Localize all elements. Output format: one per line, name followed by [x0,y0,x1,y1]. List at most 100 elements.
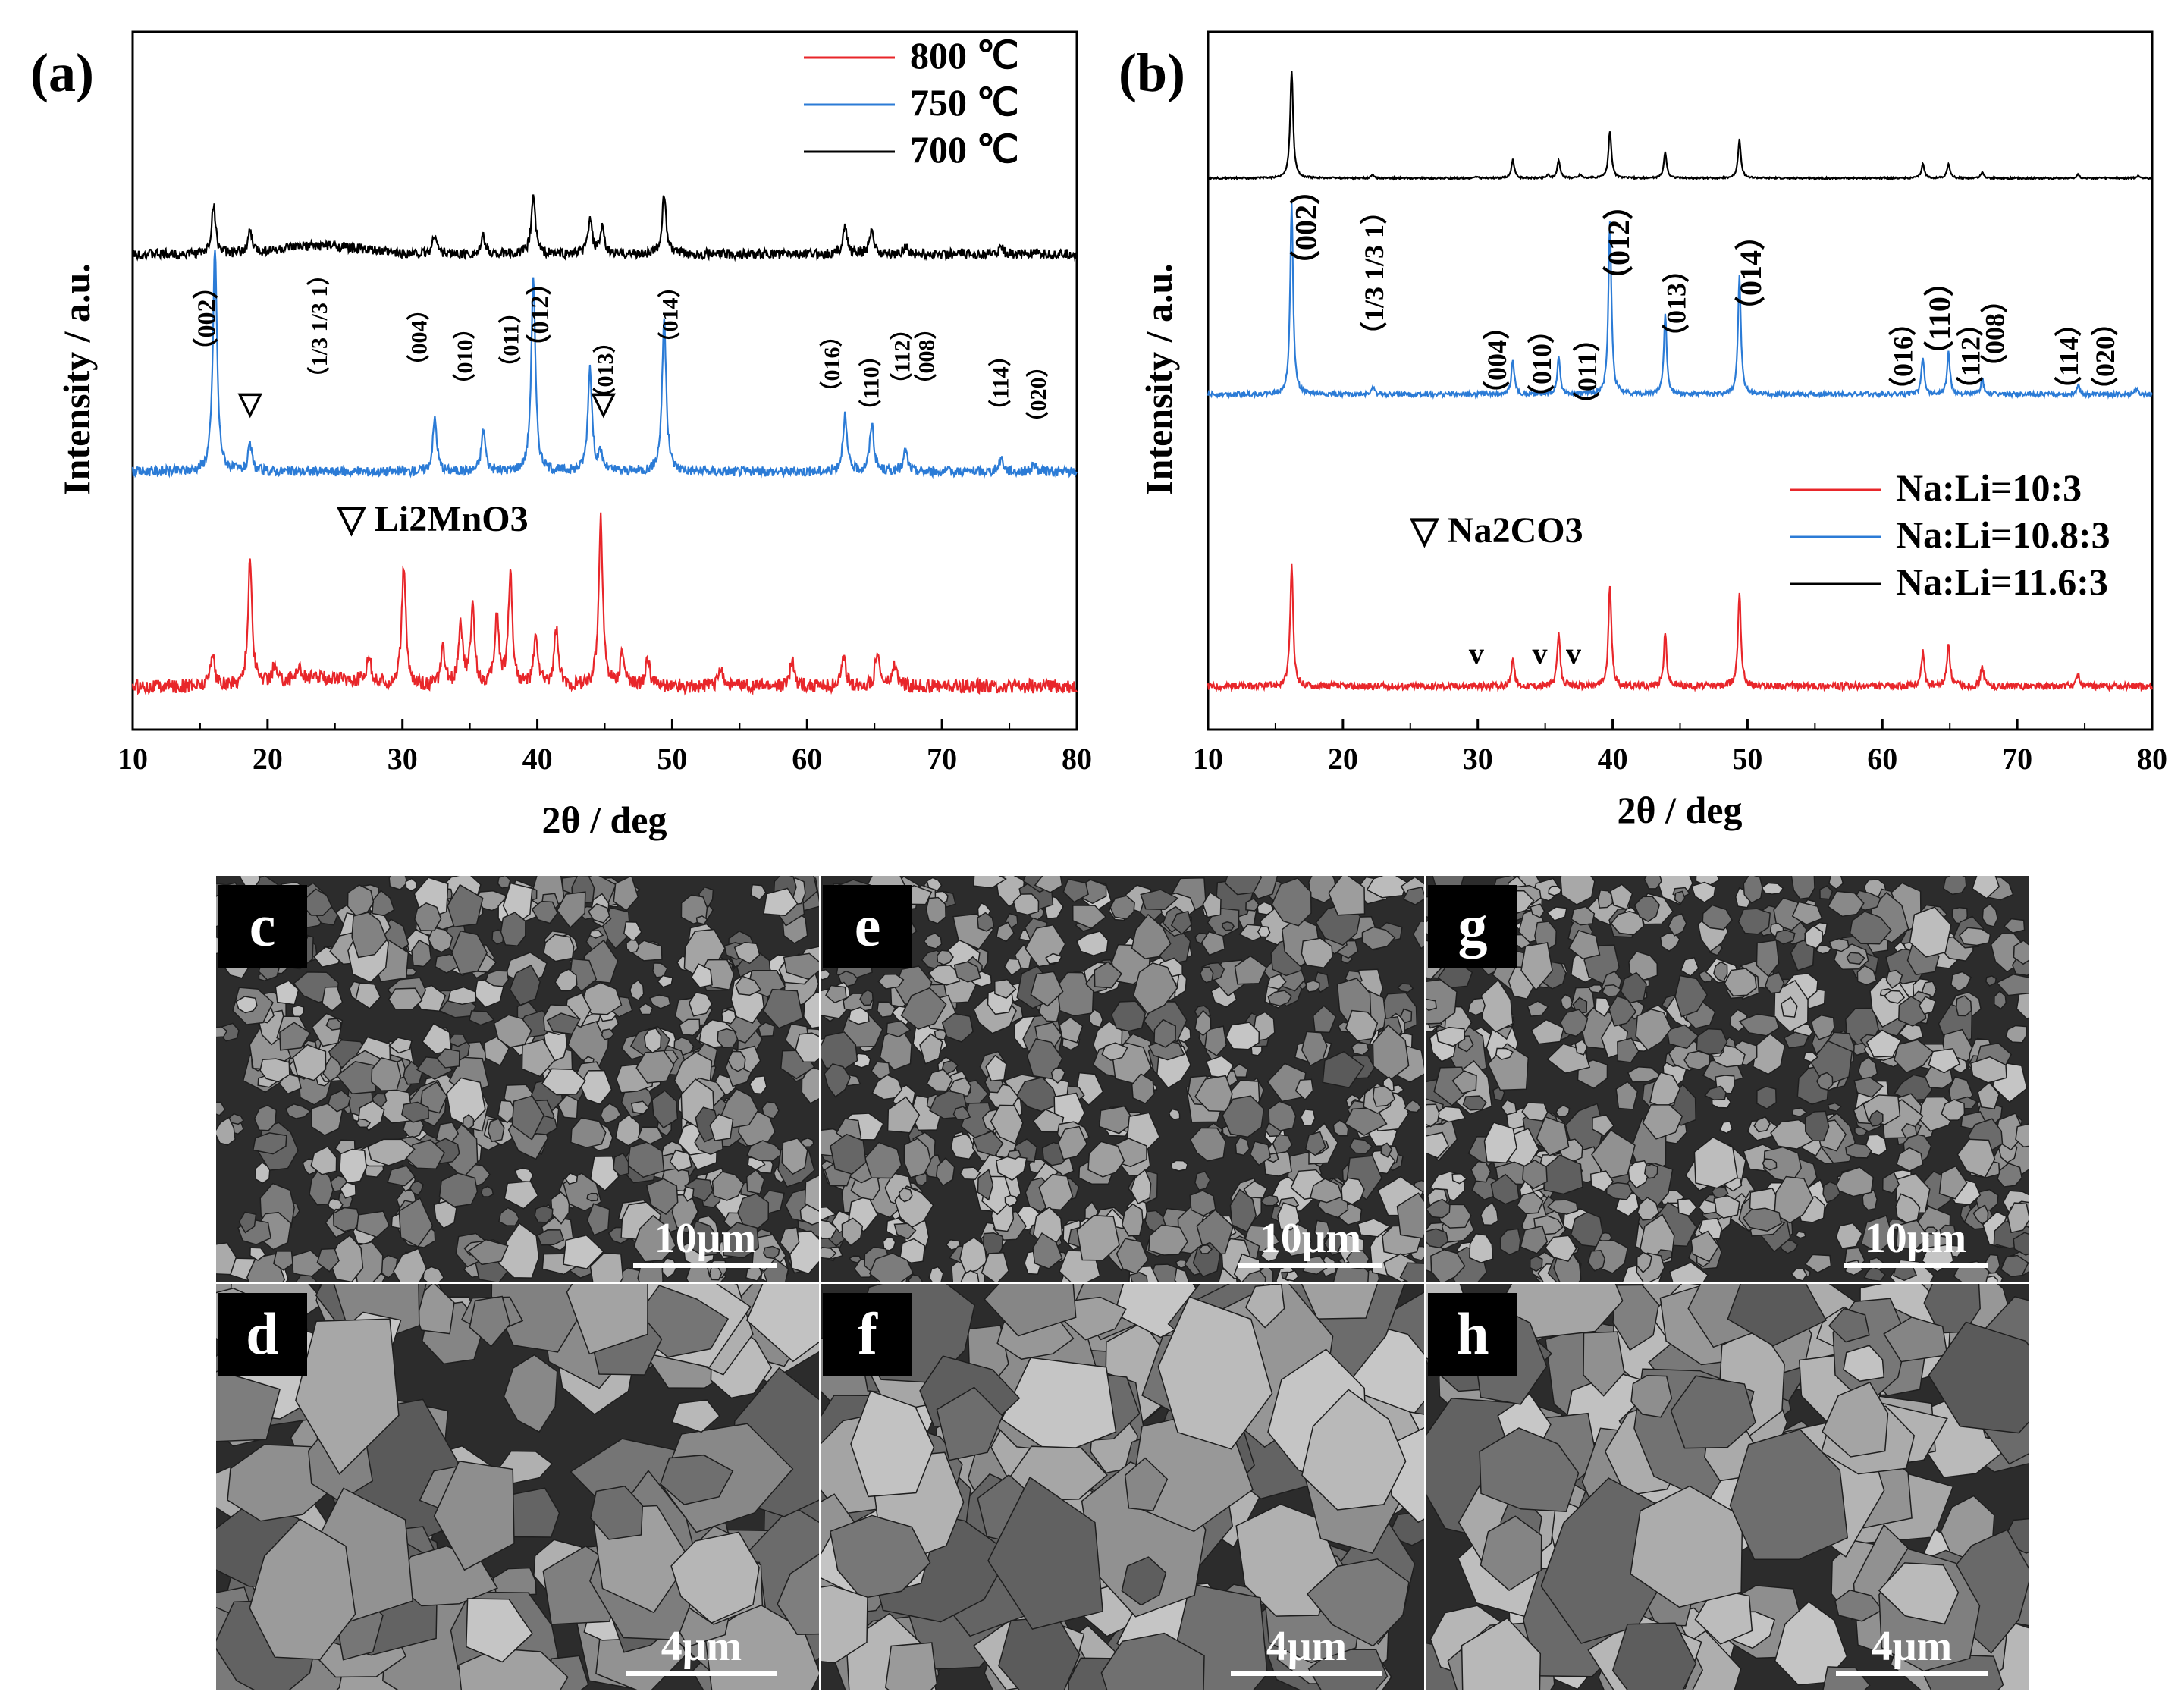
sem-particle [1300,1109,1316,1126]
hkl-label: （008） [1979,286,2010,381]
sem-particle [871,1074,903,1100]
sem-particle [253,1104,278,1131]
sem-particle [1615,1081,1639,1110]
sem-image-d: d 4μm [216,1284,819,1690]
sem-particle [633,1214,676,1263]
sem-particle [763,1245,780,1260]
sem-particle [1012,893,1040,916]
sem-particle [1756,1086,1777,1109]
sem-particle [405,877,417,892]
sem-particle [1804,1110,1830,1142]
sem-particle [1713,961,1728,983]
sem-particle [1827,1102,1842,1113]
sem-particle [1828,1307,1870,1343]
sem-particle [1997,1163,2023,1188]
sem-particle [1555,1104,1571,1118]
sem-letter-badge [1428,885,1517,968]
sem-particle [626,939,640,954]
sem-particle [1221,921,1235,931]
sem-particle [1702,904,1733,931]
sem-particle [316,1248,340,1273]
sem-particle [735,975,762,996]
sem-particle [322,986,344,1012]
sem-particle [275,980,300,1006]
sem-particle [469,1295,511,1348]
sem-particle [1032,1109,1065,1133]
sem-particle [1469,1232,1494,1263]
sem-particle [1643,876,1662,890]
sem-particle [2000,1254,2029,1278]
legend-entry: Na:Li=10:3 [1896,466,2082,509]
sem-particle [1399,1008,1413,1024]
sem-particle [1636,1197,1660,1221]
sem-particle [1996,974,2029,996]
sem-particle [1245,897,1260,912]
sem-particle [1038,1173,1074,1211]
sem-particle [1574,1039,1589,1056]
sem-particle [556,891,586,929]
sem-particle [804,1175,819,1212]
x-tick-label: 60 [792,742,822,776]
sem-particle [1332,1119,1349,1137]
sem-particle [1719,1120,1734,1135]
sem-letter-badge [823,1293,912,1376]
sem-particle [1630,1375,1673,1418]
sem-particle [1530,903,1545,918]
sem-particle [2003,918,2026,934]
sem-particle [1583,1331,1625,1397]
sem-particle [1994,990,2007,1010]
sem-particle [1843,1345,1885,1382]
sem-particle [903,1138,931,1178]
sem-particle [1432,1106,1466,1123]
sem-particle [1499,1228,1521,1256]
sem-particle [310,1145,337,1175]
x-tick-label: 40 [522,742,553,776]
sem-particle [554,968,578,992]
hkl-label: （1/3 1/3 1） [1359,197,1389,349]
sem-particle [1520,942,1553,991]
sem-particle [1479,1427,1580,1512]
panel-b-impurity-label: ▽ Na2CO3 [1409,510,1583,551]
sem-particle [1249,1141,1272,1166]
sem-particle [1644,1163,1658,1179]
sem-particle [996,921,1015,943]
sem-particle [1045,952,1063,965]
sem-letter-badge [218,885,307,968]
x-tick-label: 20 [1328,742,1358,776]
sem-particle [1804,1254,1832,1274]
sem-particle [781,1138,808,1175]
hkl-label: （014） [657,275,683,355]
sem-particle [1883,990,1906,1004]
hkl-label: （112） [890,317,915,395]
panel-b-label: (b) [1119,42,1185,103]
hkl-label: （114） [2054,309,2084,403]
sem-particle [1380,1142,1393,1158]
sem-particle [284,1103,312,1119]
x-tick-label: 50 [1732,742,1762,776]
sem-particle [393,1248,428,1282]
sem-particle [1617,1037,1640,1063]
sem-particle [1030,971,1064,1007]
sem-particle [447,986,477,1006]
scale-bar [1238,1263,1382,1268]
sem-particle [1294,1078,1314,1101]
sem-image-e: e 10μm [821,876,1424,1282]
scale-bar-label: 10μm [1865,1215,1966,1262]
sem-particle [466,1598,533,1663]
legend-entry: Na:Li=11.6:3 [1896,560,2108,603]
sem-particle [1919,996,1937,1015]
sem-particle [588,903,610,924]
sem-particle [868,1252,915,1282]
sem-particle [995,1155,1028,1182]
sem-particle [1026,1038,1063,1080]
sem-particle [884,1642,938,1690]
sem-particle [982,1232,1003,1259]
sem-particle [1898,1022,1924,1042]
sem-particle [1426,1198,1451,1219]
sem-particle [711,1171,745,1201]
hkl-label: （010） [1527,316,1557,412]
hkl-label: （002） [1288,174,1323,281]
sem-particle [1633,896,1661,922]
sem-particle [745,1284,819,1363]
sem-particle [1790,876,1815,900]
